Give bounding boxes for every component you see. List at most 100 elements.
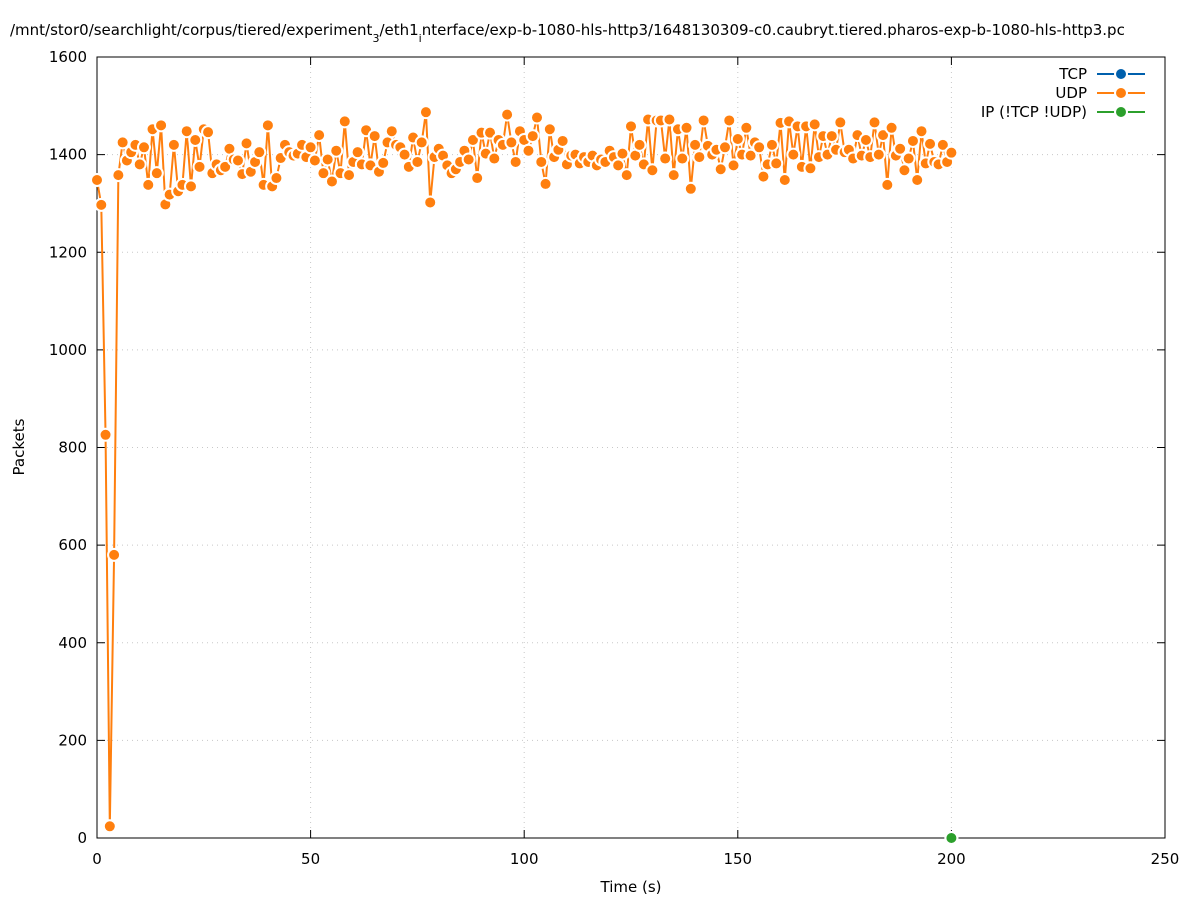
point [397,147,412,162]
point [201,125,216,140]
point [542,122,557,137]
point [756,169,771,184]
point [312,128,327,143]
y-tick-label: 1400 [49,146,87,164]
point [269,171,284,186]
point [615,146,630,161]
point [692,150,707,165]
x-tick-label: 150 [723,850,752,868]
point [803,161,818,176]
point [329,143,344,158]
point [833,115,848,130]
x-axis-label: Time (s) [600,878,662,896]
point [777,173,792,188]
point [611,158,626,173]
point [730,132,745,147]
legend-label: TCP [1058,65,1087,83]
point [521,143,536,158]
point [867,115,882,130]
point [752,140,767,155]
point [90,173,104,188]
point [94,197,109,212]
x-tick-label: 50 [301,850,320,868]
point [166,137,181,152]
point [320,152,335,167]
x-tick-label: 200 [937,850,966,868]
point [107,547,122,562]
point [141,177,156,192]
x-tick-label: 100 [510,850,539,868]
point [893,141,908,156]
point [876,128,891,143]
y-tick-label: 600 [58,536,87,554]
point [470,171,485,186]
point [350,145,365,160]
point [376,155,391,170]
point [183,179,198,194]
point [508,154,523,169]
point [632,137,647,152]
point [316,166,331,181]
title-part: i [419,32,422,45]
point [418,105,433,120]
point [884,120,899,135]
point [935,137,950,152]
point [944,831,959,845]
point [102,819,117,834]
y-tick-label: 800 [58,439,87,457]
y-axis-label: Packets [10,418,28,475]
y-tick-label: 1200 [49,243,87,261]
x-tick-label: 0 [92,850,102,868]
point [230,153,245,168]
legend-marker [1114,86,1128,100]
point [824,129,839,144]
point [500,107,515,122]
point [871,147,886,162]
y-tick-label: 0 [77,829,87,847]
title-part: nterface/exp-b-1080-hls-http3/1648130309… [422,21,1125,39]
point [154,118,169,133]
point [739,120,754,135]
point [717,140,732,155]
point [880,177,895,192]
point [188,132,203,147]
point [722,113,737,128]
point [530,110,545,125]
point [423,195,438,210]
point [465,132,480,147]
legend-marker [1114,67,1128,81]
point [923,136,938,151]
point [115,135,130,150]
point [905,133,920,148]
plot-border [96,56,1166,839]
title-part: /mnt/stor0/searchlight/corpus/tiered/exp… [10,21,373,39]
y-tick-label: 1000 [49,341,87,359]
point [807,117,822,132]
point [688,137,703,152]
point [624,119,638,134]
point [679,120,694,135]
point [764,137,779,152]
point [342,168,357,183]
point [538,176,553,191]
point [367,129,382,144]
point [307,153,322,168]
point [324,174,339,189]
point [662,112,677,127]
title-part: 3 [372,32,379,45]
legend-marker [1114,105,1128,119]
y-tick-label: 200 [58,731,87,749]
point [239,136,254,151]
point [619,168,634,183]
point [218,159,233,174]
point [726,158,741,173]
point [666,168,681,183]
point [645,163,660,178]
point [897,163,912,178]
point [858,132,873,147]
point [713,162,728,177]
point [192,159,207,174]
